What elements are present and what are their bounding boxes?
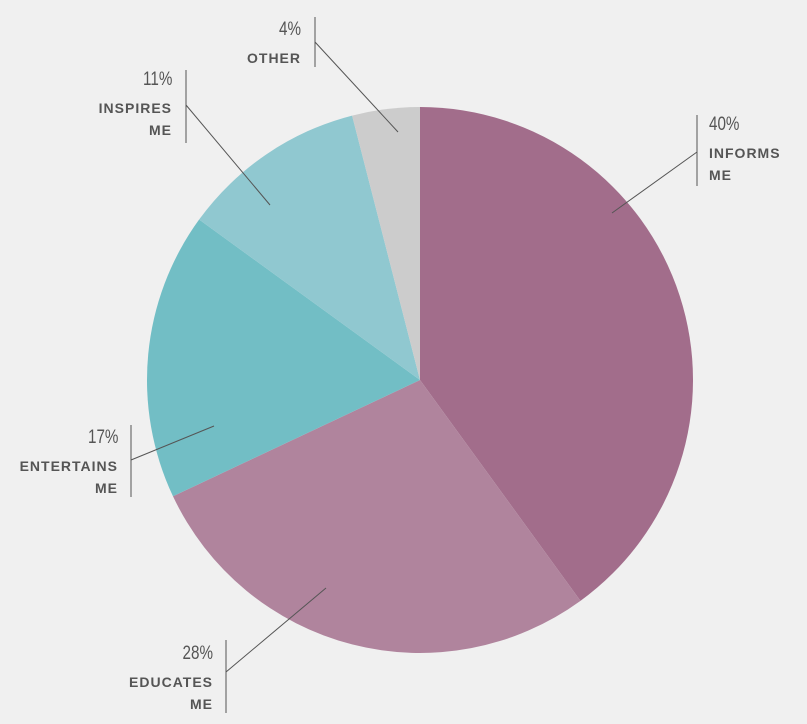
pie-slice bbox=[420, 107, 694, 601]
category-label: INFORMS ME bbox=[709, 145, 781, 183]
leader-line bbox=[611, 151, 698, 214]
value-label: 4% bbox=[279, 19, 301, 40]
value-label: 28% bbox=[182, 643, 213, 664]
leader-line bbox=[314, 41, 399, 133]
pie-slice bbox=[172, 380, 581, 653]
category-label: INSPIRES ME bbox=[98, 100, 172, 138]
pie-slice bbox=[199, 115, 420, 381]
value-label: 40% bbox=[709, 114, 740, 135]
value-label: 11% bbox=[142, 69, 172, 90]
slice-label: 28% EDUCATES ME bbox=[129, 643, 213, 715]
slice-label: 11% INSPIRES ME bbox=[99, 69, 172, 141]
category-label: OTHER bbox=[247, 50, 301, 66]
leader-line bbox=[225, 587, 327, 673]
slice-label: 40% INFORMS ME bbox=[709, 114, 781, 186]
pie-slice bbox=[352, 107, 420, 380]
leader-line bbox=[130, 425, 215, 461]
category-label: EDUCATES ME bbox=[129, 674, 213, 712]
slice-label: 4% OTHER bbox=[247, 19, 301, 69]
slice-label: 17% ENTERTAINS ME bbox=[20, 427, 118, 499]
leader-line bbox=[185, 104, 271, 206]
pie-slice bbox=[147, 219, 420, 497]
value-label: 17% bbox=[87, 427, 118, 448]
category-label: ENTERTAINS ME bbox=[19, 458, 118, 496]
